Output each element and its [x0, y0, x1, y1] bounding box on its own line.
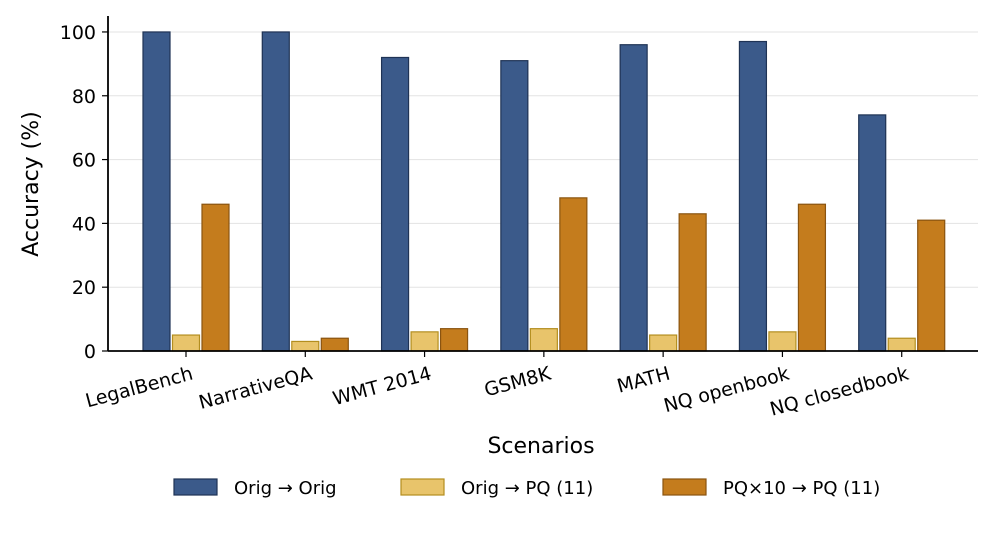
y-tick-label: 40: [72, 213, 96, 235]
bar-2-6: [917, 219, 946, 352]
legend-label-1: Orig → PQ (11): [461, 478, 593, 499]
x-ticks: LegalBench NarrativeQA WMT 2014 GSM8K MATH NQ…: [83, 351, 911, 421]
bar-1-4: [649, 334, 678, 352]
legend-swatch-0: [173, 478, 218, 496]
legend: Orig → Orig Orig → PQ (11) PQ×10 → PQ (11): [173, 478, 880, 499]
legend-label-0: Orig → Orig: [234, 478, 337, 499]
y-tick-label: 60: [72, 150, 96, 172]
bar-2-1: [320, 337, 349, 352]
x-tick-label: NarrativeQA: [196, 363, 314, 414]
bar-1-3: [529, 328, 558, 352]
bar-2-3: [559, 197, 588, 352]
legend-label-2: PQ×10 → PQ (11): [723, 478, 880, 499]
bar-2-2: [439, 328, 469, 352]
bar-0-2: [380, 56, 410, 352]
x-tick-label: WMT 2014: [330, 363, 433, 410]
y-ticks: 0 20 40 60 80 100: [60, 22, 108, 363]
bar-0-3: [500, 60, 529, 352]
bar-2-4: [678, 213, 707, 352]
x-tick-label: MATH: [615, 363, 673, 398]
bar-1-6: [887, 337, 916, 352]
bar-0-0: [142, 31, 171, 352]
bar-1-2: [410, 331, 439, 352]
legend-swatch-1: [400, 478, 445, 496]
bar-0-1: [261, 31, 290, 352]
y-tick-label: 80: [72, 86, 96, 108]
x-tick-label: LegalBench: [83, 363, 195, 413]
y-tick-label: 0: [84, 341, 96, 363]
bars: [142, 31, 946, 352]
bar-2-5: [797, 203, 827, 352]
x-axis-title: Scenarios: [487, 434, 594, 459]
bar-1-5: [768, 331, 797, 352]
gridlines: [108, 31, 978, 352]
bar-1-0: [171, 334, 201, 352]
y-tick-label: 100: [60, 22, 96, 44]
axes: [107, 16, 978, 352]
legend-swatch-2: [662, 478, 707, 496]
bar-0-5: [738, 40, 768, 352]
bar-2-0: [201, 203, 230, 352]
bar-0-6: [858, 114, 887, 352]
x-tick-label: GSM8K: [482, 362, 554, 401]
bar-0-4: [619, 44, 648, 352]
y-axis-title: Accuracy (%): [19, 111, 44, 257]
y-tick-label: 20: [72, 277, 96, 299]
bar-1-1: [291, 340, 320, 352]
x-tick-label: NQ closedbook: [768, 363, 911, 421]
